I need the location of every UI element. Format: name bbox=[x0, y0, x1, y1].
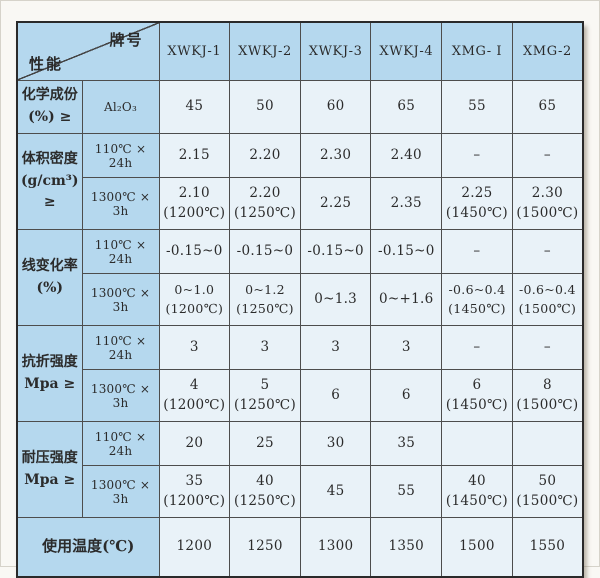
value-cell: – bbox=[511, 229, 584, 274]
value-cell: 0~1.2 (1250℃) bbox=[229, 273, 301, 326]
value-cell: 30 bbox=[299, 421, 372, 466]
row-linear-change-110: 线变化率 (%) 110℃ × 24h -0.15~0 -0.15~0 -0.1… bbox=[16, 229, 584, 326]
value-cell: 1550 bbox=[511, 517, 584, 578]
value-cell: 6 (1450℃) bbox=[441, 369, 513, 422]
value-cell: 2.35 bbox=[370, 177, 443, 230]
value-cell: 6 bbox=[370, 369, 443, 422]
row-flexural-1300: 1300℃ × 3h 4 (1200℃) 5 (1250℃) 6 6 6 (14… bbox=[17, 369, 584, 422]
material-spec-table: 牌号 性能 XWKJ-1 XWKJ-2 XWKJ-3 XWKJ-4 XMG- I… bbox=[16, 21, 584, 578]
condition-cell: 1300℃ × 3h bbox=[81, 177, 160, 230]
value-cell: 55 bbox=[441, 80, 513, 134]
value-cell: 2.15 bbox=[158, 133, 231, 178]
value-cell: – bbox=[441, 325, 513, 370]
row-label-chemical: 化学成份 (%) ≥ bbox=[16, 80, 83, 134]
value-cell: – bbox=[441, 133, 513, 178]
value-cell: 1200 bbox=[158, 517, 231, 578]
row-compressive-110: 耐压强度 Mpa ≥ 110℃ × 24h 20 25 30 35 bbox=[16, 421, 584, 518]
condition-cell: 110℃ × 24h bbox=[81, 133, 160, 178]
value-cell: 65 bbox=[511, 80, 584, 134]
value-cell: 3 bbox=[229, 325, 301, 370]
row-linear-change-1300: 1300℃ × 3h 0~1.0 (1200℃) 0~1.2 (1250℃) 0… bbox=[17, 273, 584, 326]
value-cell: 6 bbox=[299, 369, 372, 422]
value-cell bbox=[511, 421, 584, 466]
value-cell: 40 (1250℃) bbox=[229, 465, 301, 518]
value-cell: – bbox=[511, 325, 584, 370]
value-cell: 1350 bbox=[370, 517, 443, 578]
condition-cell: 1300℃ × 3h bbox=[81, 273, 160, 326]
value-cell: – bbox=[511, 133, 584, 178]
value-cell: 8 (1500℃) bbox=[511, 369, 584, 422]
value-cell: 1500 bbox=[441, 517, 513, 578]
value-cell: 2.40 bbox=[370, 133, 443, 178]
value-cell: 2.20 bbox=[229, 133, 301, 178]
corner-cell: 牌号 性能 bbox=[16, 21, 160, 81]
column-header-xwkj-4: XWKJ-4 bbox=[370, 21, 443, 81]
value-cell: 65 bbox=[370, 80, 443, 134]
row-bulk-density-1300: 1300℃ × 3h 2.10 (1200℃) 2.20 (1250℃) 2.2… bbox=[17, 177, 584, 230]
value-cell: -0.15~0 bbox=[158, 229, 231, 274]
value-cell: -0.15~0 bbox=[299, 229, 372, 274]
value-cell: 1300 bbox=[299, 517, 372, 578]
column-header-xmg-1: XMG- I bbox=[441, 21, 513, 81]
value-cell: 50 (1500℃) bbox=[511, 465, 584, 518]
value-cell: 0~+1.6 bbox=[370, 273, 443, 326]
row-label-bulk-density: 体积密度 (g/cm³) ≥ bbox=[16, 133, 83, 230]
value-cell: -0.15~0 bbox=[229, 229, 301, 274]
value-cell: -0.6~0.4 (1500℃) bbox=[511, 273, 584, 326]
condition-al2o3: Al₂O₃ bbox=[81, 80, 160, 134]
value-cell: 2.25 bbox=[299, 177, 372, 230]
value-cell: 35 (1200℃) bbox=[158, 465, 231, 518]
value-cell: -0.15~0 bbox=[370, 229, 443, 274]
row-compressive-1300: 1300℃ × 3h 35 (1200℃) 40 (1250℃) 45 55 4… bbox=[17, 465, 584, 518]
value-cell: 40 (1450℃) bbox=[441, 465, 513, 518]
value-cell: 2.30 (1500℃) bbox=[511, 177, 584, 230]
condition-cell: 110℃ × 24h bbox=[81, 229, 160, 274]
value-cell: 3 bbox=[158, 325, 231, 370]
value-cell: 25 bbox=[229, 421, 301, 466]
value-cell: 20 bbox=[158, 421, 231, 466]
row-chemical: 化学成份 (%) ≥ Al₂O₃ 45 50 60 65 55 65 bbox=[16, 80, 584, 134]
value-cell: -0.6~0.4 (1450℃) bbox=[441, 273, 513, 326]
value-cell: 2.25 (1450℃) bbox=[441, 177, 513, 230]
value-cell: 2.30 bbox=[299, 133, 372, 178]
row-bulk-density-110: 体积密度 (g/cm³) ≥ 110℃ × 24h 2.15 2.20 2.30… bbox=[16, 133, 584, 230]
value-cell: 3 bbox=[299, 325, 372, 370]
value-cell: 0~1.0 (1200℃) bbox=[158, 273, 231, 326]
value-cell: 60 bbox=[299, 80, 372, 134]
condition-cell: 1300℃ × 3h bbox=[81, 369, 160, 422]
condition-cell: 110℃ × 24h bbox=[81, 325, 160, 370]
column-header-xwkj-2: XWKJ-2 bbox=[229, 21, 301, 81]
value-cell: 3 bbox=[370, 325, 443, 370]
column-header-xwkj-3: XWKJ-3 bbox=[299, 21, 372, 81]
value-cell: – bbox=[441, 229, 513, 274]
row-label-flexural-strength: 抗折强度 Mpa ≥ bbox=[16, 325, 83, 422]
row-label-service-temperature: 使用温度(℃) bbox=[16, 517, 160, 578]
value-cell: 5 (1250℃) bbox=[229, 369, 301, 422]
value-cell: 0~1.3 bbox=[299, 273, 372, 326]
row-label-compressive-strength: 耐压强度 Mpa ≥ bbox=[16, 421, 83, 518]
value-cell bbox=[441, 421, 513, 466]
value-cell: 4 (1200℃) bbox=[158, 369, 231, 422]
row-flexural-110: 抗折强度 Mpa ≥ 110℃ × 24h 3 3 3 3 – – bbox=[16, 325, 584, 422]
row-service-temperature: 使用温度(℃) 1200 1250 1300 1350 1500 1550 bbox=[16, 517, 584, 578]
value-cell: 35 bbox=[370, 421, 443, 466]
condition-cell: 1300℃ × 3h bbox=[81, 465, 160, 518]
row-label-linear-change: 线变化率 (%) bbox=[16, 229, 83, 326]
value-cell: 45 bbox=[158, 80, 231, 134]
brand-axis-label: 牌号 bbox=[109, 31, 144, 49]
value-cell: 45 bbox=[299, 465, 372, 518]
value-cell: 55 bbox=[370, 465, 443, 518]
performance-axis-label: 性能 bbox=[29, 55, 64, 73]
value-cell: 50 bbox=[229, 80, 301, 134]
header-row: 牌号 性能 XWKJ-1 XWKJ-2 XWKJ-3 XWKJ-4 XMG- I… bbox=[16, 21, 584, 81]
value-cell: 2.10 (1200℃) bbox=[158, 177, 231, 230]
column-header-xwkj-1: XWKJ-1 bbox=[158, 21, 231, 81]
value-cell: 2.20 (1250℃) bbox=[229, 177, 301, 230]
condition-cell: 110℃ × 24h bbox=[81, 421, 160, 466]
column-header-xmg-2: XMG-2 bbox=[511, 21, 584, 81]
value-cell: 1250 bbox=[229, 517, 301, 578]
